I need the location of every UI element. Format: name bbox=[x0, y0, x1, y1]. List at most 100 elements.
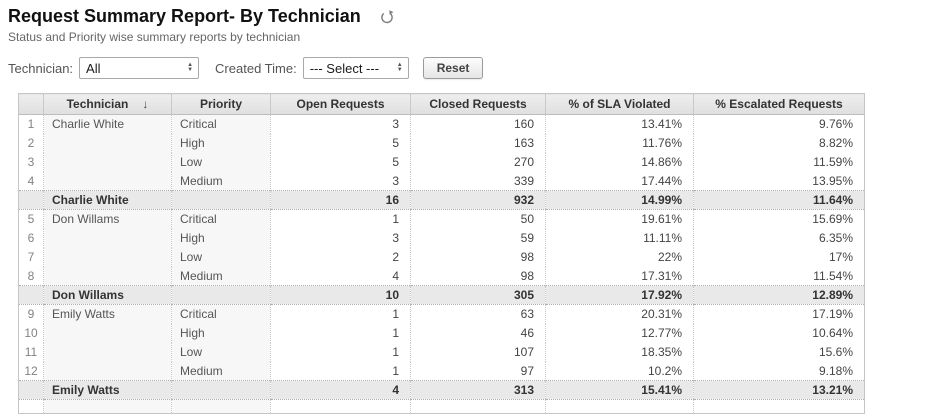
title-row: Request Summary Report- By Technician bbox=[8, 6, 950, 27]
cell-sla-violated: 22% bbox=[545, 247, 694, 267]
cell-sla-violated: 17.31% bbox=[545, 266, 694, 286]
table-row: 12 Medium 1 97 10.2% 9.18% bbox=[18, 361, 865, 381]
cell-row-number bbox=[18, 285, 44, 305]
cell-priority: Low bbox=[171, 247, 271, 267]
cell-closed-requests: 98 bbox=[410, 266, 546, 286]
cell-open-requests: 16 bbox=[270, 190, 411, 210]
cell-priority bbox=[171, 399, 271, 414]
refresh-button[interactable] bbox=[379, 9, 395, 25]
cell-open-requests: 2 bbox=[270, 247, 411, 267]
cell-sla-violated: 11.11% bbox=[545, 228, 694, 248]
cell-open-requests: 1 bbox=[270, 361, 411, 381]
summary-row: Emily Watts 4 313 15.41% 13.21% bbox=[18, 380, 865, 400]
cell-open-requests bbox=[270, 399, 411, 414]
cell-closed-requests: 305 bbox=[410, 285, 546, 305]
table-row: 1 Charlie White Critical 3 160 13.41% 9.76% bbox=[18, 114, 865, 134]
cell-sla-violated: 17.44% bbox=[545, 171, 694, 191]
cell-open-requests: 5 bbox=[270, 152, 411, 172]
cell-escalated-requests: 6.35% bbox=[693, 228, 865, 248]
cell-priority bbox=[171, 380, 271, 400]
cell-sla-violated: 11.76% bbox=[545, 133, 694, 153]
cell-technician: Charlie White bbox=[43, 114, 172, 134]
cell-technician bbox=[43, 361, 172, 381]
cell-escalated-requests: 9.76% bbox=[693, 114, 865, 134]
cell-row-number: 2 bbox=[18, 133, 44, 153]
page-subtitle: Status and Priority wise summary reports… bbox=[8, 30, 301, 44]
spinner-up-icon: ▲ bbox=[396, 62, 403, 68]
table-row: 9 Emily Watts Critical 1 63 20.31% 17.19% bbox=[18, 304, 865, 324]
cell-open-requests: 10 bbox=[270, 285, 411, 305]
report-table-wrap: Technician ↓ Priority Open Requests Close… bbox=[18, 93, 950, 414]
cell-technician bbox=[43, 228, 172, 248]
report-table: Technician ↓ Priority Open Requests Close… bbox=[18, 93, 865, 414]
cell-row-number bbox=[18, 190, 44, 210]
cell-closed-requests: 339 bbox=[410, 171, 546, 191]
cell-escalated-requests: 15.69% bbox=[693, 209, 865, 229]
column-header-closed-requests[interactable]: Closed Requests bbox=[410, 93, 546, 115]
cell-closed-requests: 932 bbox=[410, 190, 546, 210]
created-time-select[interactable]: --- Select --- ▲ ▼ bbox=[302, 57, 409, 79]
cell-technician-summary: Don Willams bbox=[43, 285, 172, 305]
spinner-down-icon: ▼ bbox=[396, 67, 403, 73]
cell-escalated-requests: 15.6% bbox=[693, 342, 865, 362]
cell-escalated-requests: 17% bbox=[693, 247, 865, 267]
cell-escalated-requests bbox=[693, 399, 865, 414]
cell-technician bbox=[43, 247, 172, 267]
column-header-technician[interactable]: Technician ↓ bbox=[43, 93, 172, 115]
cell-escalated-requests: 10.64% bbox=[693, 323, 865, 343]
column-header-sla-violated[interactable]: % of SLA Violated bbox=[545, 93, 694, 115]
cell-sla-violated: 17.92% bbox=[545, 285, 694, 305]
cell-sla-violated bbox=[545, 399, 694, 414]
cell-sla-violated: 20.31% bbox=[545, 304, 694, 324]
cell-row-number: 7 bbox=[18, 247, 44, 267]
cell-row-number: 11 bbox=[18, 342, 44, 362]
cell-open-requests: 4 bbox=[270, 266, 411, 286]
cell-escalated-requests: 11.59% bbox=[693, 152, 865, 172]
table-header-row: Technician ↓ Priority Open Requests Close… bbox=[18, 93, 865, 115]
column-header-escalated-requests[interactable]: % Escalated Requests bbox=[693, 93, 865, 115]
cell-priority: Critical bbox=[171, 114, 271, 134]
cell-priority: Critical bbox=[171, 209, 271, 229]
reset-button[interactable]: Reset bbox=[422, 57, 484, 79]
table-row: 2 High 5 163 11.76% 8.82% bbox=[18, 133, 865, 153]
technician-select[interactable]: All ▲ ▼ bbox=[79, 57, 200, 79]
table-row: 8 Medium 4 98 17.31% 11.54% bbox=[18, 266, 865, 286]
cell-escalated-requests: 8.82% bbox=[693, 133, 865, 153]
cell-row-number bbox=[18, 399, 44, 414]
cell-escalated-requests: 11.64% bbox=[693, 190, 865, 210]
cell-technician bbox=[43, 342, 172, 362]
cell-open-requests: 1 bbox=[270, 323, 411, 343]
spinner-up-icon: ▲ bbox=[187, 62, 194, 68]
sort-descending-icon: ↓ bbox=[142, 97, 149, 111]
refresh-icon bbox=[379, 9, 395, 25]
column-header-open-requests[interactable]: Open Requests bbox=[270, 93, 411, 115]
cell-priority: Critical bbox=[171, 304, 271, 324]
cell-technician-summary: Charlie White bbox=[43, 190, 172, 210]
cell-closed-requests: 107 bbox=[410, 342, 546, 362]
cell-technician-summary: Emily Watts bbox=[43, 380, 172, 400]
cell-row-number: 1 bbox=[18, 114, 44, 134]
cell-closed-requests: 313 bbox=[410, 380, 546, 400]
cell-open-requests: 3 bbox=[270, 114, 411, 134]
cell-closed-requests: 59 bbox=[410, 228, 546, 248]
cell-row-number: 3 bbox=[18, 152, 44, 172]
cell-sla-violated: 13.41% bbox=[545, 114, 694, 134]
cell-open-requests: 3 bbox=[270, 171, 411, 191]
cell-priority: Medium bbox=[171, 266, 271, 286]
column-header-priority[interactable]: Priority bbox=[171, 93, 271, 115]
cell-technician bbox=[43, 152, 172, 172]
column-header-label: Technician bbox=[66, 97, 129, 111]
cell-priority: High bbox=[171, 323, 271, 343]
cell-sla-violated: 18.35% bbox=[545, 342, 694, 362]
cell-closed-requests: 46 bbox=[410, 323, 546, 343]
technician-select-value: All bbox=[86, 60, 101, 76]
table-row bbox=[18, 399, 865, 414]
cell-row-number: 4 bbox=[18, 171, 44, 191]
cell-row-number: 9 bbox=[18, 304, 44, 324]
corner-header-cell bbox=[18, 93, 44, 115]
cell-open-requests: 1 bbox=[270, 342, 411, 362]
cell-technician bbox=[43, 323, 172, 343]
cell-priority: High bbox=[171, 228, 271, 248]
created-time-filter-label: Created Time: bbox=[215, 60, 297, 76]
